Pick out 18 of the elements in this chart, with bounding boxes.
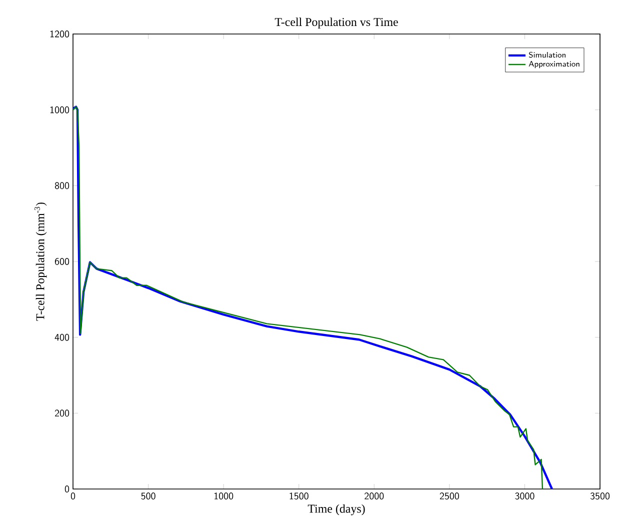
y-tick-label: 200 [54, 410, 70, 417]
y-axis-title: T-cell Population (mm$^{-3}$) [34, 202, 47, 321]
y-tick-label: 600 [54, 258, 70, 265]
x-tick-label: 500 [141, 492, 156, 500]
x-tick-label: 0 [70, 492, 76, 500]
x-tick-label: 2500 [440, 492, 459, 500]
y-tick-label: 800 [54, 182, 70, 190]
y-tick-label: 400 [54, 334, 70, 341]
x-axis-title: Time (days) [308, 504, 365, 516]
y-tick-label: 0 [64, 486, 70, 492]
x-tick-label: 3500 [590, 492, 610, 500]
y-tick-label: 1000 [50, 106, 70, 114]
y-tick-label: 1200 [50, 30, 70, 38]
x-tick-label: 2000 [364, 492, 384, 500]
x-tick-label: 1500 [290, 492, 308, 500]
x-tick-label: 1000 [214, 492, 234, 500]
chart-title: T-cell Population vs Time [274, 18, 398, 28]
x-tick-label: 3000 [515, 492, 534, 500]
